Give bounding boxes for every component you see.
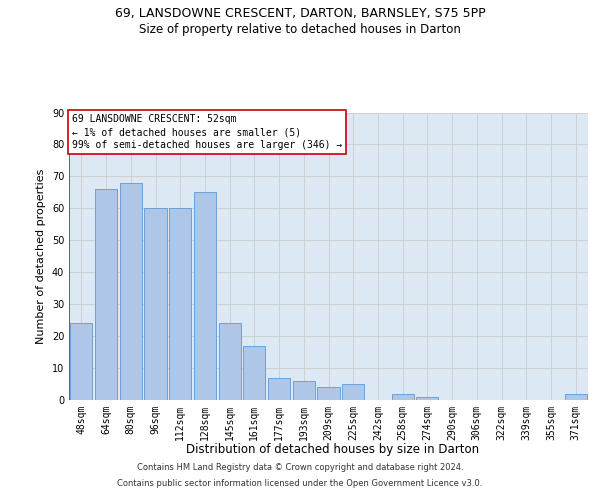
- Bar: [243, 346, 265, 400]
- Bar: [169, 208, 191, 400]
- Text: 69, LANSDOWNE CRESCENT, DARTON, BARNSLEY, S75 5PP: 69, LANSDOWNE CRESCENT, DARTON, BARNSLEY…: [115, 8, 485, 20]
- Bar: [342, 384, 364, 400]
- Bar: [145, 208, 167, 400]
- Bar: [95, 189, 117, 400]
- Bar: [293, 381, 315, 400]
- Bar: [194, 192, 216, 400]
- Text: Contains HM Land Registry data © Crown copyright and database right 2024.: Contains HM Land Registry data © Crown c…: [137, 464, 463, 472]
- Text: Distribution of detached houses by size in Darton: Distribution of detached houses by size …: [187, 442, 479, 456]
- Text: Size of property relative to detached houses in Darton: Size of property relative to detached ho…: [139, 22, 461, 36]
- Bar: [218, 324, 241, 400]
- Y-axis label: Number of detached properties: Number of detached properties: [36, 168, 46, 344]
- Bar: [317, 387, 340, 400]
- Bar: [392, 394, 414, 400]
- Bar: [268, 378, 290, 400]
- Text: 69 LANSDOWNE CRESCENT: 52sqm
← 1% of detached houses are smaller (5)
99% of semi: 69 LANSDOWNE CRESCENT: 52sqm ← 1% of det…: [71, 114, 342, 150]
- Bar: [70, 324, 92, 400]
- Bar: [565, 394, 587, 400]
- Text: Contains public sector information licensed under the Open Government Licence v3: Contains public sector information licen…: [118, 478, 482, 488]
- Bar: [416, 397, 439, 400]
- Bar: [119, 183, 142, 400]
